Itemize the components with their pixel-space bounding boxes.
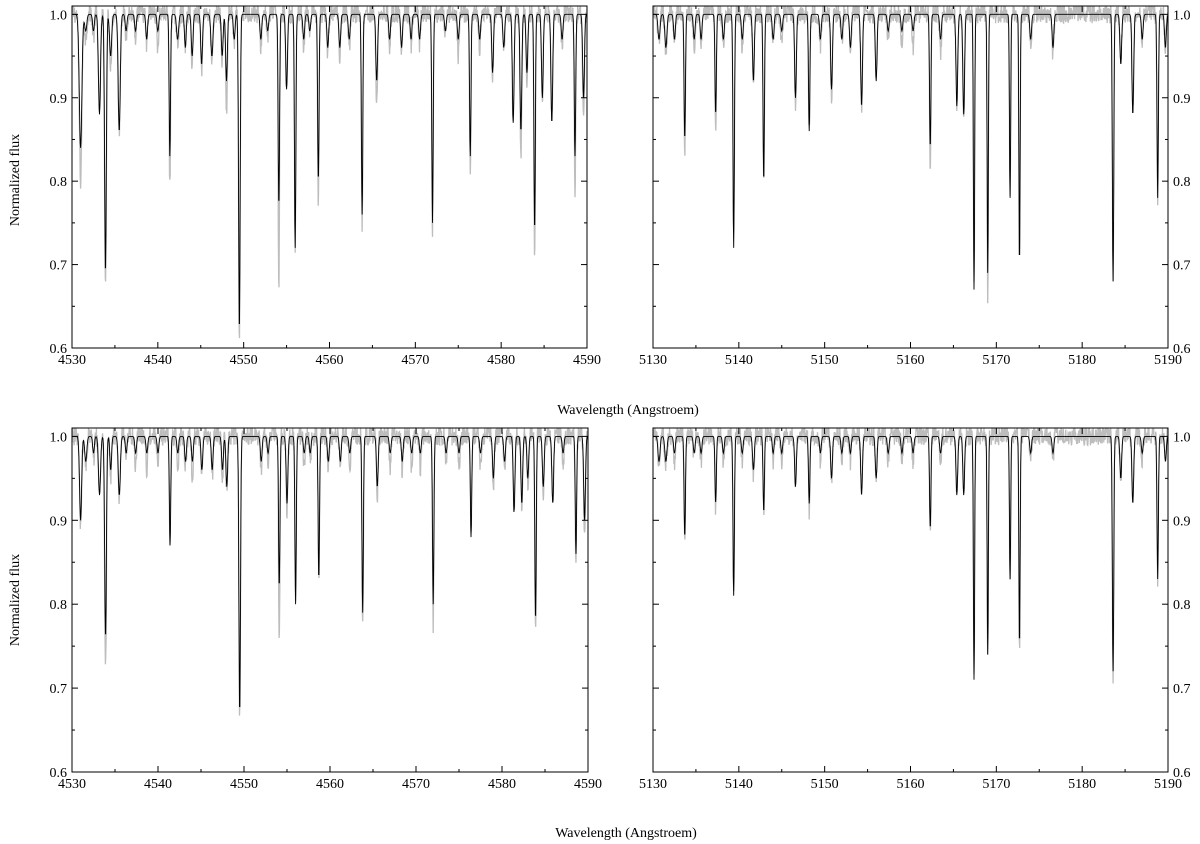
x-tick-label: 5180: [1068, 777, 1096, 792]
x-tick-label: 5170: [982, 353, 1010, 368]
x-tick-label: 4560: [316, 353, 344, 368]
y-tick-label: 0.8: [50, 175, 68, 190]
x-tick-label: 4590: [574, 777, 602, 792]
observed-spectrum: [72, 6, 587, 339]
panel-bottom-left: 4530 4540 4550 4560 4570 4580 4590 0.6 0.7 0.8 0.9…: [50, 427, 602, 792]
y-tick-label: 1.0: [50, 8, 68, 23]
model-spectrum: [72, 13, 587, 325]
x-tick-label: 4530: [58, 353, 86, 368]
observed-spectrum: [72, 428, 588, 716]
y-tick-label: 0.7: [50, 682, 68, 697]
x-tick-label: 5150: [811, 777, 839, 792]
y-tick-label: 0.6: [1173, 342, 1191, 357]
x-tick-label: 5140: [725, 353, 753, 368]
x-tick-label: 5160: [897, 353, 925, 368]
y-tick-label: 0.6: [1173, 766, 1191, 781]
x-tick-label: 5130: [639, 353, 667, 368]
y-tick-label: 0.7: [1173, 259, 1191, 274]
xlabel-top: Wavelength (Angstroem): [557, 403, 699, 418]
model-spectrum: [653, 13, 1168, 290]
y-tick-label: 0.8: [1173, 175, 1191, 190]
x-tick-label: 5190: [1154, 777, 1182, 792]
y-tick-label: 0.9: [50, 514, 68, 529]
y-tick-label: 0.6: [50, 342, 68, 357]
y-tick-label: 0.9: [1173, 514, 1191, 529]
panel-top-left: 4530 4540 4550 4560 4570 4580 4590 0.6 0.7 0.8 0.9…: [50, 5, 601, 368]
x-tick-label: 4550: [230, 353, 258, 368]
y-tick-label: 0.9: [1173, 92, 1191, 107]
x-tick-label: 5130: [639, 777, 667, 792]
x-tick-label: 5160: [897, 777, 925, 792]
y-tick-label: 0.6: [50, 766, 68, 781]
y-tick-label: 0.9: [50, 92, 68, 107]
x-tick-label: 4570: [401, 353, 429, 368]
model-spectrum: [72, 435, 588, 707]
y-tick-label: 1.0: [1173, 8, 1191, 23]
y-tick-label: 1.0: [1173, 430, 1191, 445]
x-tick-label: 4590: [573, 353, 601, 368]
observed-spectrum: [653, 428, 1168, 684]
x-tick-label: 5190: [1154, 353, 1182, 368]
x-tick-label: 5150: [811, 353, 839, 368]
x-tick-label: 5140: [725, 777, 753, 792]
model-spectrum: [653, 435, 1168, 680]
y-tick-label: 0.7: [1173, 682, 1191, 697]
y-tick-label: 0.8: [50, 598, 68, 613]
x-tick-label: 4540: [144, 777, 172, 792]
x-tick-label: 4580: [487, 353, 515, 368]
x-tick-label: 5170: [982, 777, 1010, 792]
y-tick-label: 1.0: [50, 430, 68, 445]
x-tick-label: 5180: [1068, 353, 1096, 368]
ylabel-top: Normalized flux: [8, 134, 23, 226]
plot-frame: [71, 427, 589, 773]
plot-frame: [652, 5, 1169, 349]
x-tick-label: 4530: [58, 777, 86, 792]
xlabel-bottom: Wavelength (Angstroem): [555, 826, 697, 841]
x-tick-label: 4540: [144, 353, 172, 368]
y-tick-label: 0.7: [50, 259, 68, 274]
x-tick-label: 4570: [402, 777, 430, 792]
y-tick-label: 0.8: [1173, 598, 1191, 613]
x-tick-label: 4550: [230, 777, 258, 792]
ylabel-bottom: Normalized flux: [8, 554, 23, 646]
plot-frame: [652, 427, 1169, 773]
x-tick-label: 4580: [488, 777, 516, 792]
observed-spectrum: [653, 6, 1168, 304]
x-tick-label: 4560: [316, 777, 344, 792]
plot-frame: [71, 5, 588, 349]
